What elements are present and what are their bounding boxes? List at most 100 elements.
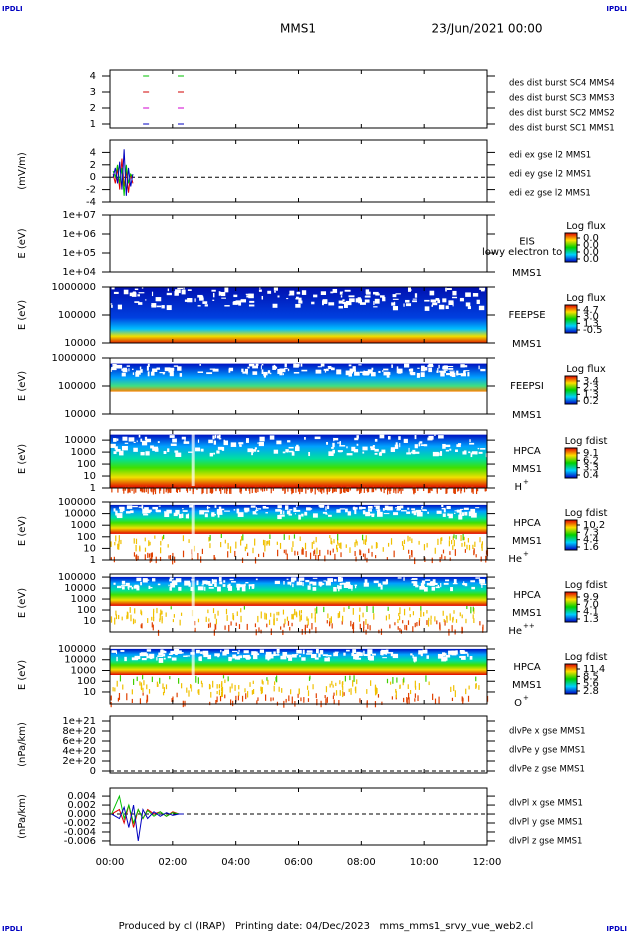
spectrogram-speck [260,486,262,491]
spectrogram-speck [413,487,415,495]
spectrogram-speck [344,487,346,493]
spectrogram-speck [152,611,155,618]
spectrogram-speck [323,606,325,613]
y-tick-label: 0.000 [67,809,96,820]
colorbar-title: Log fdist [565,436,608,447]
spectrogram-gap [338,305,343,309]
spectrogram-speck [172,619,174,623]
spectrogram-speck [153,608,155,613]
spectrogram-speck [148,553,151,558]
spectrogram-gap [421,506,424,508]
spectrogram-gap [341,582,347,585]
spectrogram-gap [396,368,403,374]
legend-entry: edi ex gse l2 MMS1 [509,151,591,161]
spectrogram-gap [322,654,329,657]
colorbar-label: 7.0 [583,599,599,610]
spectrogram-gap [293,363,300,367]
spectrogram-gap [175,452,182,457]
y-axis-label: (nPa/km) [17,794,28,839]
spectrogram-speck [475,683,477,688]
spectrogram-speck [423,612,425,617]
spectrogram-gap [362,451,365,454]
trace [112,149,134,196]
spectrogram-speck [157,683,159,687]
spectrogram-gap [274,290,276,293]
spectrogram-gap [116,364,123,369]
y-tick-label: 4e+20 [62,746,96,757]
spectrogram-speck [194,627,196,633]
spectrogram-gap [442,443,446,449]
spectrogram-speck [279,542,282,549]
spectrogram-speck [286,553,288,561]
spectrogram-gap [437,653,443,659]
spectrogram-gap [208,587,214,589]
colorbar-label: 10.2 [583,520,605,531]
spectrogram-gap [276,648,280,654]
spectrogram-gap [437,585,440,587]
spectrogram-speck [380,487,382,491]
spectrogram-speck [157,629,160,636]
spectrogram-speck [139,681,141,686]
spectrogram-speck [482,624,484,630]
y-tick-label: 10000 [64,409,96,420]
spectrogram-speck [144,547,147,552]
spectrogram-speck [467,695,470,702]
spectrogram-speck [306,685,309,690]
spectrogram-gap [233,294,238,298]
spectrogram-speck [162,683,164,689]
spectrogram-speck [254,538,256,546]
spacecraft-label: MMS1 [512,680,542,691]
spectrogram-gap [236,586,240,591]
spectrogram-speck [307,690,310,697]
y-tick-label: 2 [90,160,96,171]
spectrogram-gap [245,581,249,584]
y-tick-label: 1e+04 [62,267,96,278]
spectrogram-gap [220,508,225,511]
spectrogram-gap [442,656,446,660]
spectrogram-gap [399,443,401,448]
spectrogram-gap [319,650,324,655]
spectrogram-speck [352,608,354,615]
spectrogram-gap [341,291,344,293]
spectrogram-gap [333,437,339,441]
spectrogram-gap [170,650,177,655]
spectrogram-speck [397,626,399,630]
spectrogram-speck [395,487,397,494]
spectrogram-speck [171,698,173,702]
spectrogram-gap [468,451,471,454]
spectrogram-speck [345,486,347,492]
spectrogram-gap [195,447,201,452]
spectrogram-gap [265,651,272,656]
spectrogram-speck [268,619,271,625]
spectrogram-speck [430,619,432,625]
spectrogram-gap [199,364,201,366]
spectrogram-speck [356,679,358,685]
spectrogram-gap [479,287,486,290]
spectrogram-gap [132,372,135,375]
y-axis-label: E (eV) [17,228,28,258]
spectrogram-speck [208,618,210,622]
spectrogram-speck [163,687,165,694]
spectrogram-speck [148,540,150,547]
spectrogram-gap [200,651,203,654]
spectrogram-speck [314,487,316,495]
instrument-label: HPCA [513,590,541,601]
colorbar-label: 3.4 [583,376,599,387]
spectrogram-gap [167,656,172,659]
spectrogram-speck [136,676,138,682]
spectrogram-gap [143,513,149,516]
spectrogram-gap [211,512,215,517]
spectrogram-speck [367,623,369,630]
spectrogram-gap [383,371,390,376]
spectrogram-gap [244,507,250,512]
spectrogram-gap [152,368,158,372]
spectrogram-speck [232,615,235,621]
spectrogram-gap [223,440,229,446]
spectrogram-gap [325,506,327,511]
spectrogram-gap [248,584,250,590]
spectrogram-gap [414,435,417,440]
spectrogram-speck [398,615,401,621]
spectrogram-gap [348,364,352,367]
spectrogram-speck [307,698,310,702]
spectrogram-gap [175,653,178,656]
